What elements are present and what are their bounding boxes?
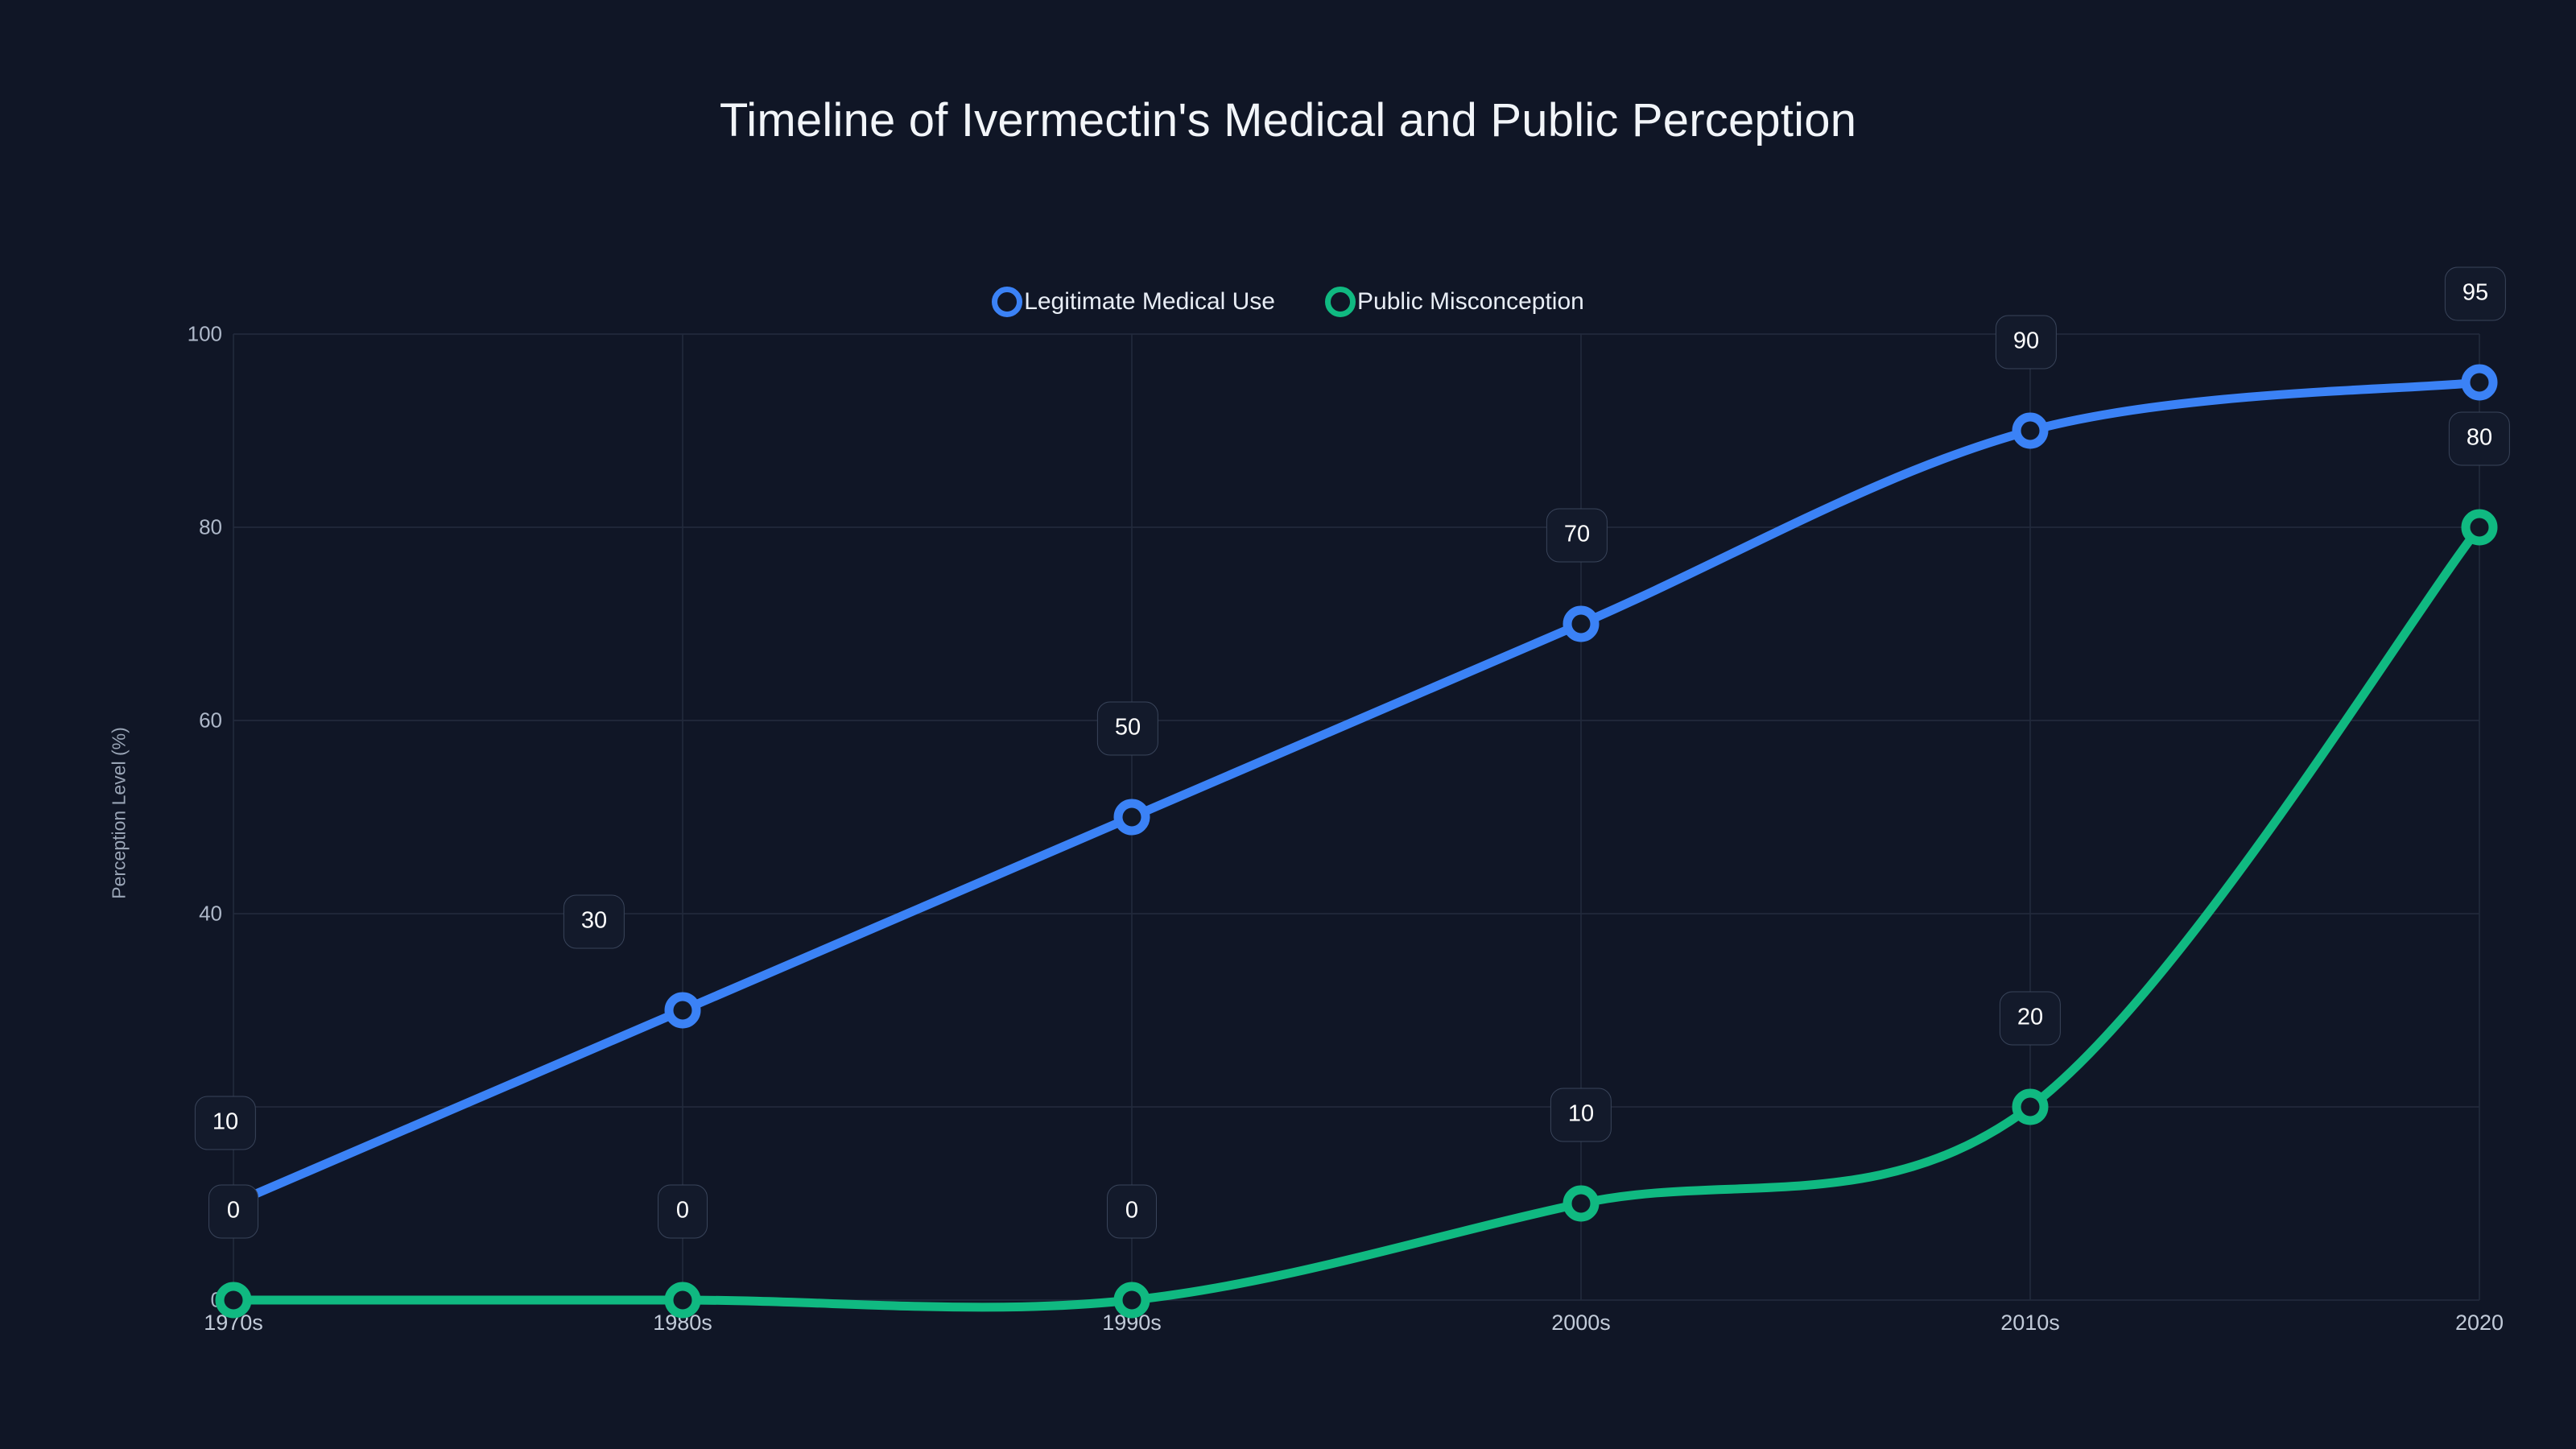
y-axis-tick-label: 60 <box>199 708 222 733</box>
data-point-marker[interactable] <box>664 992 701 1029</box>
y-axis-tick-label: 80 <box>199 514 222 539</box>
data-point-value-label: 10 <box>194 1096 257 1150</box>
chart-legend: Legitimate Medical Use Public Misconcept… <box>0 287 2576 317</box>
ring-marker-green-icon <box>1325 287 1356 317</box>
data-point-marker[interactable] <box>1563 605 1600 642</box>
plot-area <box>215 333 2498 1319</box>
data-point-value-label: 10 <box>1550 1088 1612 1142</box>
ring-marker-blue-icon <box>992 287 1023 317</box>
data-point-marker[interactable] <box>2461 509 2498 546</box>
data-point-value-label: 20 <box>1999 991 2062 1046</box>
data-point-value-label: 95 <box>2444 266 2507 321</box>
series-public-misconception <box>229 522 2484 1312</box>
data-point-value-label: 70 <box>1546 508 1608 563</box>
data-point-marker[interactable] <box>2012 412 2049 449</box>
y-axis-tick-label: 40 <box>199 901 222 926</box>
data-point-marker[interactable] <box>215 1282 252 1319</box>
data-point-value-label: 0 <box>1107 1184 1157 1239</box>
legend-item-label: Public Misconception <box>1357 288 1584 315</box>
x-axis-tick-label: 2010s <box>2000 1311 2060 1335</box>
y-axis-title: Perception Level (%) <box>108 727 130 899</box>
series-legitimate-medical-use <box>229 378 2484 1208</box>
data-point-marker[interactable] <box>1113 799 1150 836</box>
legend-item-legitimate-medical-use[interactable]: Legitimate Medical Use <box>992 287 1275 317</box>
data-point-value-label: 30 <box>563 894 625 949</box>
y-axis-tick-label: 100 <box>187 321 222 346</box>
data-point-marker[interactable] <box>2012 1088 2049 1125</box>
data-point-marker[interactable] <box>1563 1185 1600 1222</box>
data-point-value-label: 80 <box>2448 411 2511 466</box>
data-point-value-label: 0 <box>658 1184 708 1239</box>
data-point-value-label: 0 <box>208 1184 258 1239</box>
data-point-value-label: 50 <box>1096 701 1159 756</box>
x-axis-tick-label: 2020 <box>2454 1311 2504 1335</box>
legend-item-public-misconception[interactable]: Public Misconception <box>1325 287 1584 317</box>
page-title: Timeline of Ivermectin's Medical and Pub… <box>719 94 1857 147</box>
x-axis-tick-label: 2000s <box>1551 1311 1611 1335</box>
data-point-marker[interactable] <box>664 1282 701 1319</box>
legend-item-label: Legitimate Medical Use <box>1024 288 1275 315</box>
data-point-marker[interactable] <box>1113 1282 1150 1319</box>
data-point-value-label: 90 <box>1995 315 2058 369</box>
data-point-marker[interactable] <box>2461 364 2498 401</box>
series-layer <box>215 364 2498 1319</box>
